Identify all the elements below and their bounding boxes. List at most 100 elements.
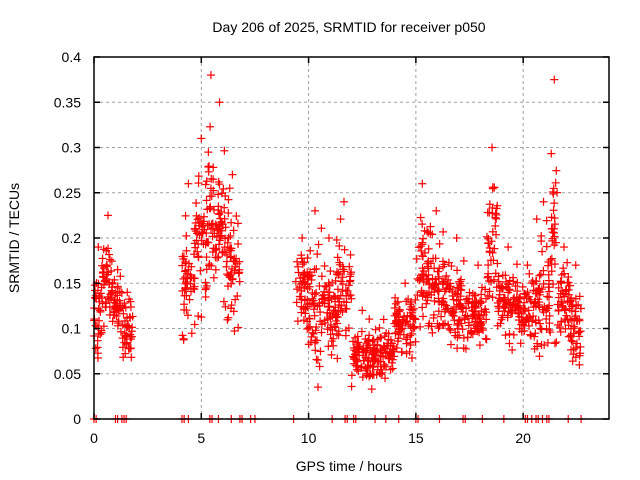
- data-point: [554, 306, 563, 315]
- data-point: [524, 306, 533, 315]
- data-point: [446, 326, 455, 335]
- data-point: [353, 357, 362, 366]
- data-point-peak: [571, 261, 580, 270]
- data-point: [307, 275, 316, 284]
- data-point: [214, 240, 223, 249]
- data-point: [215, 180, 224, 189]
- y-tick-label: 0.35: [54, 94, 81, 110]
- data-point: [305, 282, 314, 291]
- data-point: [99, 280, 108, 289]
- data-point: [406, 338, 415, 347]
- data-point: [292, 298, 301, 307]
- data-point: [215, 231, 224, 240]
- data-point: [545, 319, 554, 328]
- data-point: [353, 339, 362, 348]
- data-point: [387, 349, 396, 358]
- data-point: [458, 325, 467, 334]
- data-point: [536, 324, 545, 333]
- data-point: [418, 303, 427, 312]
- data-point: [209, 273, 218, 282]
- data-point: [214, 202, 223, 211]
- data-point: [455, 277, 464, 286]
- data-point: [429, 310, 438, 319]
- data-point: [398, 315, 407, 324]
- y-tick-label: 0: [73, 411, 81, 427]
- data-point: [393, 321, 402, 330]
- data-point: [179, 335, 188, 344]
- data-point: [504, 288, 513, 297]
- data-point: [297, 302, 306, 311]
- data-point: [482, 315, 491, 324]
- data-point: [542, 242, 551, 251]
- data-point: [309, 305, 318, 314]
- data-point: [516, 339, 525, 348]
- data-point: [113, 321, 122, 330]
- data-point: [352, 365, 361, 374]
- data-point: [564, 278, 573, 287]
- data-point: [221, 302, 230, 311]
- data-point: [539, 308, 548, 317]
- data-point: [446, 340, 455, 349]
- data-point: [459, 256, 468, 265]
- data-point: [323, 315, 332, 324]
- data-point: [221, 223, 230, 232]
- data-point: [569, 322, 578, 331]
- data-point: [207, 261, 216, 270]
- data-point: [190, 282, 199, 291]
- data-point-peak: [550, 75, 559, 84]
- data-point: [471, 291, 480, 300]
- data-point: [538, 247, 547, 256]
- data-point: [338, 308, 347, 317]
- data-point: [467, 303, 476, 312]
- data-point: [493, 259, 502, 268]
- data-point: [213, 253, 222, 262]
- data-point: [477, 317, 486, 326]
- data-point: [205, 192, 214, 201]
- data-point: [571, 353, 580, 362]
- data-point: [548, 236, 557, 245]
- data-point: [560, 316, 569, 325]
- data-point: [526, 330, 535, 339]
- data-point: [386, 365, 395, 374]
- data-point: [418, 220, 427, 229]
- data-point: [123, 313, 132, 322]
- data-point: [333, 354, 342, 363]
- data-point: [234, 323, 243, 332]
- data-point: [501, 331, 510, 340]
- data-point: [392, 322, 401, 331]
- data-point: [575, 360, 584, 369]
- data-point: [511, 282, 520, 291]
- y-axis-label: SRMTID / TECUs: [6, 183, 22, 293]
- data-point: [508, 309, 517, 318]
- data-point: [558, 299, 567, 308]
- data-point: [385, 347, 394, 356]
- data-point: [469, 320, 478, 329]
- data-point: [202, 253, 211, 262]
- data-point: [518, 282, 527, 291]
- data-point: [118, 343, 127, 352]
- data-point: [409, 304, 418, 313]
- data-point: [440, 287, 449, 296]
- data-point: [201, 278, 210, 287]
- data-point: [445, 324, 454, 333]
- data-point-peak: [197, 134, 206, 143]
- data-point: [181, 279, 190, 288]
- data-point: [206, 202, 215, 211]
- data-point: [393, 337, 402, 346]
- data-point: [229, 307, 238, 316]
- data-point: [222, 250, 231, 259]
- data-point: [550, 339, 559, 348]
- data-point-peak: [103, 211, 112, 220]
- data-point: [191, 225, 200, 234]
- data-point: [449, 295, 458, 304]
- data-point: [102, 246, 111, 255]
- data-point: [499, 302, 508, 311]
- data-point: [224, 233, 233, 242]
- data-point: [479, 310, 488, 319]
- data-point: [384, 341, 393, 350]
- data-point-peak: [298, 234, 307, 242]
- data-point: [383, 339, 392, 348]
- data-point: [348, 352, 357, 361]
- data-point: [543, 338, 552, 347]
- data-point: [214, 226, 223, 235]
